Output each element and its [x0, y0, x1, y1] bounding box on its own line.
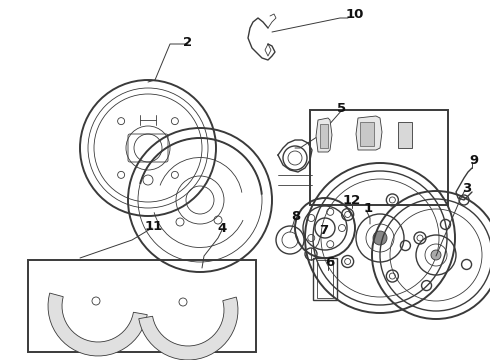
Polygon shape [360, 122, 374, 146]
Text: 6: 6 [325, 256, 335, 270]
Text: 2: 2 [183, 36, 193, 49]
Circle shape [373, 231, 387, 245]
Text: 8: 8 [292, 210, 301, 222]
Polygon shape [139, 297, 238, 360]
Text: 10: 10 [346, 8, 364, 21]
Text: 12: 12 [343, 194, 361, 207]
Polygon shape [398, 122, 412, 148]
Text: 5: 5 [338, 102, 346, 114]
Polygon shape [320, 124, 328, 148]
Text: 7: 7 [319, 224, 329, 237]
Polygon shape [356, 116, 382, 150]
Bar [317, 260, 333, 298]
Polygon shape [316, 118, 332, 152]
Text: 3: 3 [463, 181, 472, 194]
Text: 1: 1 [364, 202, 372, 215]
Text: 9: 9 [469, 153, 479, 166]
Text: 4: 4 [218, 221, 227, 234]
Bar [28, 260, 256, 352]
Polygon shape [48, 293, 147, 356]
Bar [313, 258, 337, 300]
Circle shape [431, 250, 441, 260]
Text: 11: 11 [145, 220, 163, 233]
Bar [310, 110, 448, 205]
